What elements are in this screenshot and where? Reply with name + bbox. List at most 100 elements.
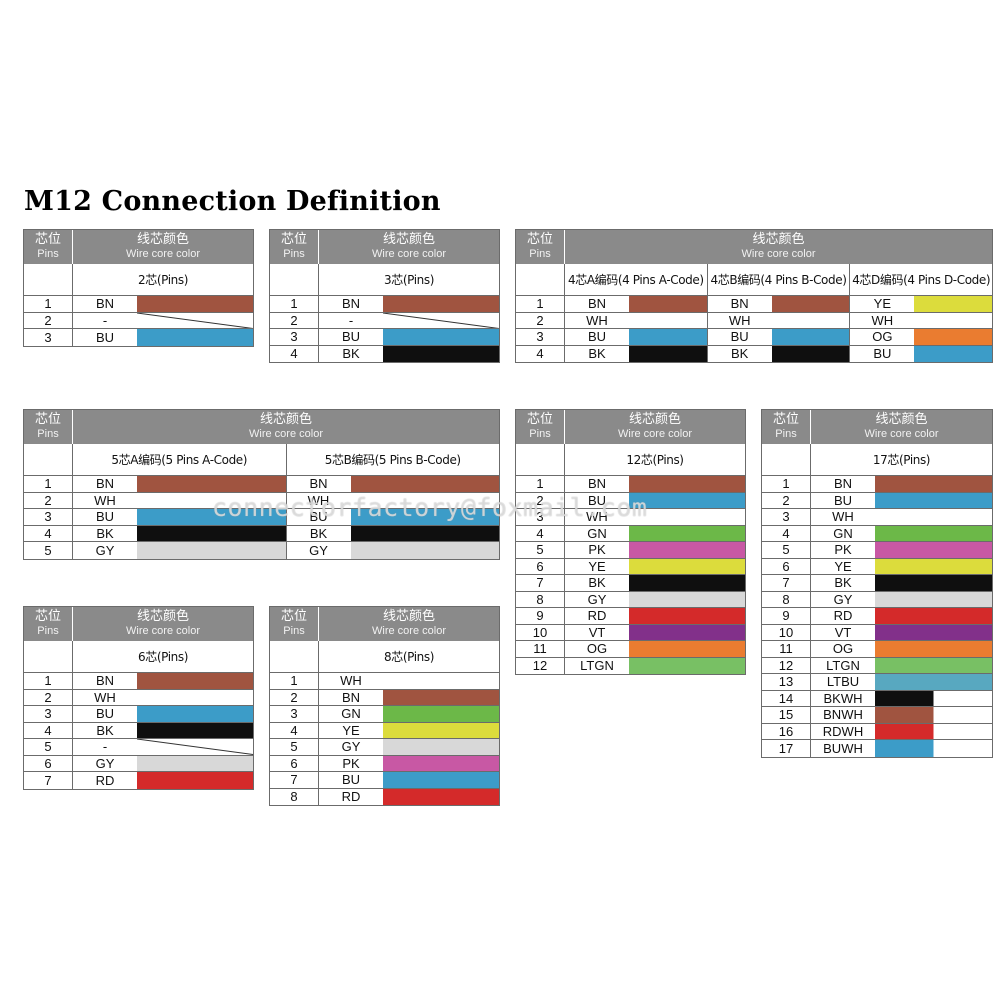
wire-color-header: 线芯颜色 Wire core color — [73, 230, 253, 264]
wire-cell: BU — [73, 509, 287, 525]
wire-color-swatch — [137, 313, 253, 329]
wire-cell: GY — [565, 591, 745, 607]
pins-header-en: Pins — [775, 428, 797, 440]
pin-number: 8 — [762, 591, 811, 607]
wire-code: VT — [834, 624, 852, 640]
wire-color-header-en: Wire core color — [372, 625, 446, 637]
pin-row: 4 GN — [762, 525, 992, 542]
table-header: 芯位 Pins 线芯颜色 Wire core color — [24, 410, 499, 444]
wire-code: YE — [342, 722, 360, 738]
wire-code: VT — [588, 624, 606, 640]
wire-color-swatch — [629, 591, 745, 607]
pinout-table-2-pins: 芯位 Pins 线芯颜色 Wire core color 2芯(Pins) 1 BN 2-3 B… — [23, 229, 254, 347]
pinout-table-3-pins: 芯位 Pins 线芯颜色 Wire core color 3芯(Pins) 1 BN 2-3 B… — [269, 229, 500, 363]
pin-row: 2 WH — [24, 689, 253, 706]
wire-color-swatch — [383, 788, 499, 805]
variant-label-spacer — [762, 444, 811, 475]
wire-cell: BK — [565, 345, 708, 362]
wire-color-swatch — [875, 509, 992, 525]
wire-color-swatch — [875, 707, 992, 723]
wire-code: BN — [95, 673, 115, 689]
wire-code: WH — [728, 312, 751, 328]
wire-code: WH — [586, 509, 608, 525]
pin-row: 11 OG — [516, 641, 745, 658]
wire-color-swatch — [137, 492, 286, 508]
pin-number: 17 — [762, 740, 811, 757]
variant-label-row: 5芯A编码(5 Pins A-Code) 5芯B编码(5 Pins B-Code) — [24, 444, 499, 476]
wire-code: WH — [307, 492, 330, 508]
pins-header: 芯位 Pins — [516, 410, 565, 444]
wire-color-swatch — [137, 542, 286, 559]
pin-row: 5 PK — [516, 542, 745, 559]
pinout-table-8-pins: 芯位 Pins 线芯颜色 Wire core color 8芯(Pins) 1 WH 2 BN 3… — [269, 606, 500, 806]
pins-header-zh: 芯位 — [280, 232, 307, 247]
wire-code: RD — [95, 772, 115, 788]
wire-code: OG — [586, 641, 608, 657]
wire-code: WH — [340, 673, 362, 689]
pin-number: 8 — [270, 788, 319, 805]
pin-number: 3 — [24, 706, 73, 722]
pin-row: 3 GN — [270, 706, 499, 723]
pins-header-zh: 芯位 — [34, 232, 61, 247]
pins-header-zh: 芯位 — [772, 412, 799, 427]
pin-row: 1 BN — [516, 476, 745, 493]
wire-cell: - — [73, 313, 253, 329]
pin-row: 4 BK BK — [24, 525, 499, 542]
wire-code: RD — [833, 608, 853, 624]
wire-code: BU — [309, 509, 328, 525]
wire-code: BK — [588, 346, 606, 362]
variant-label-spacer — [24, 264, 73, 295]
pin-row: 1 BN — [24, 673, 253, 690]
wire-code: BN — [730, 296, 749, 312]
table-header: 芯位 Pins 线芯颜色 Wire core color — [516, 410, 745, 444]
wire-cell: BN — [708, 296, 851, 312]
wire-color-swatch — [875, 575, 992, 591]
pin-number: 5 — [24, 542, 73, 559]
pins-header-en: Pins — [283, 625, 305, 637]
pin-row: 6 GY — [24, 755, 253, 772]
wire-code: WH — [94, 492, 116, 508]
pin-number: 6 — [516, 558, 565, 574]
wire-code: BU — [873, 346, 892, 362]
wire-color-header-zh: 线芯颜色 — [136, 609, 189, 624]
wire-color-header-en: Wire core color — [741, 248, 816, 260]
pin-row: 3 BU BU OG — [516, 329, 993, 346]
wire-code: PK — [588, 542, 606, 558]
wire-code: BN — [587, 476, 607, 492]
wire-color-header-en: Wire core color — [372, 248, 446, 260]
wire-color-swatch — [137, 673, 253, 689]
wire-color-swatch — [875, 591, 992, 607]
wire-code: BK — [588, 575, 606, 591]
variant-labels: 6芯(Pins) — [73, 641, 253, 672]
wire-color-header: 线芯颜色 Wire core color — [811, 410, 992, 444]
wire-cell: RD — [319, 788, 499, 805]
pin-number: 1 — [270, 673, 319, 689]
wire-code: WH — [586, 312, 608, 328]
unused-pin-slash — [383, 313, 499, 329]
pin-number: 5 — [270, 739, 319, 755]
table-header: 芯位 Pins 线芯颜色 Wire core color — [24, 607, 253, 641]
wire-cell: RD — [565, 608, 745, 624]
wire-code: GY — [341, 739, 361, 755]
pin-row: 11 OG — [762, 641, 992, 658]
wire-cell: YE — [850, 296, 993, 312]
pin-row: 6 YE — [762, 558, 992, 575]
wire-cell: BN — [73, 673, 253, 689]
wire-color-swatch — [629, 525, 745, 541]
wire-color-header: 线芯颜色 Wire core color — [565, 410, 745, 444]
variant-label-row: 4芯A编码(4 Pins A-Code) 4芯B编码(4 Pins B-Code)… — [516, 264, 992, 296]
pin-number: 11 — [516, 641, 565, 657]
wire-color-swatch — [629, 296, 707, 312]
wire-color-swatch — [350, 509, 499, 525]
pin-number: 5 — [762, 542, 811, 558]
variant-labels: 2芯(Pins) — [73, 264, 253, 295]
wire-code: BU — [730, 329, 749, 345]
wire-color-swatch — [875, 542, 992, 558]
wire-color-header: 线芯颜色 Wire core color — [73, 410, 499, 444]
wire-color-swatch — [629, 329, 707, 345]
wire-code: LTBU — [826, 674, 860, 690]
pin-number: 9 — [516, 608, 565, 624]
wire-color-header-zh: 线芯颜色 — [259, 412, 312, 427]
wire-color-header: 线芯颜色 Wire core color — [565, 230, 992, 264]
pinout-table-12-pins: 芯位 Pins 线芯颜色 Wire core color 12芯(Pins) 1 BN 2 BU… — [515, 409, 746, 675]
